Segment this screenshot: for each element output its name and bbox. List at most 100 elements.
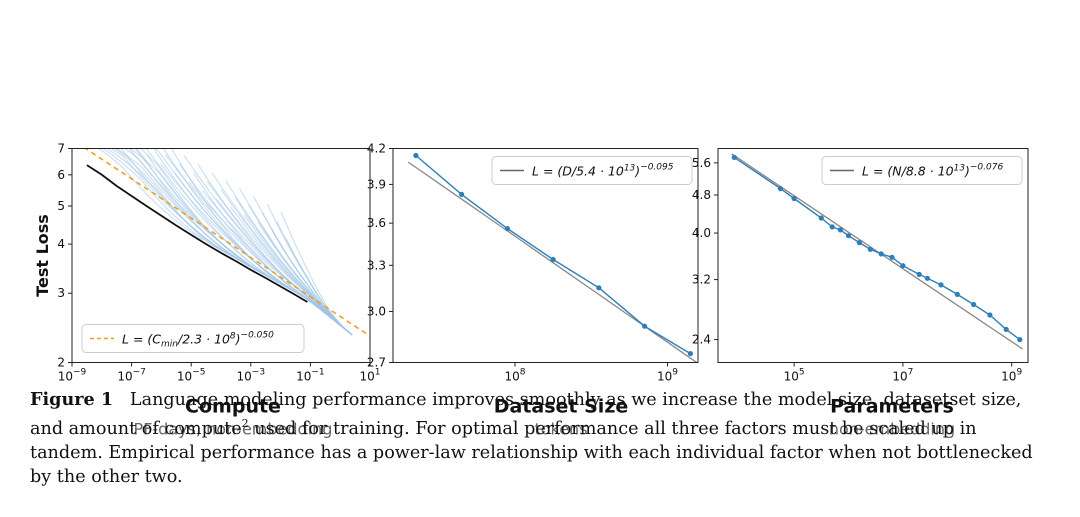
training-run-curve: [271, 230, 353, 336]
plot-area: [407, 152, 698, 363]
data-point: [550, 256, 556, 263]
data-point: [938, 282, 944, 288]
data-point: [1017, 337, 1023, 343]
legend: L = (D/5.4 · 1013)−0.095: [491, 156, 693, 185]
data-point: [731, 154, 737, 160]
data-point: [837, 227, 844, 233]
legend: L = (Cmin/2.3 · 108)−0.050: [81, 324, 305, 353]
training-run-curve: [101, 148, 219, 250]
legend-label: L = (D/5.4 · 1013)−0.095: [532, 163, 674, 179]
x-tick-label: 10−1: [296, 368, 325, 384]
parameters-panel: 2.4 3.2 4.0 4.8 5.6 105 107 109 Parameters non-em…: [692, 148, 1029, 439]
plot-area: [731, 153, 1023, 350]
data-point: [829, 224, 835, 230]
x-axis-subtitle: PF-days, non-embedding: [134, 420, 333, 439]
legend-box: [491, 156, 693, 185]
y-tick-label: 5.6: [692, 156, 711, 170]
y-tick-label: 4: [57, 237, 65, 251]
y-tick-label: 2: [57, 356, 65, 370]
data-point: [504, 226, 510, 232]
data-point: [1003, 326, 1009, 332]
data-point: [845, 233, 852, 239]
data-point: [916, 271, 922, 277]
data-point: [878, 251, 884, 257]
data-point: [971, 301, 977, 308]
data-point: [791, 195, 797, 202]
plot-frame: [392, 148, 699, 363]
data-series-line: [415, 154, 691, 355]
training-run-curve: [146, 154, 273, 280]
training-run-curve: [262, 212, 353, 336]
data-point: [413, 152, 419, 159]
legend-box: [821, 156, 1023, 185]
plot-area: [84, 148, 370, 337]
y-tick-label: 6: [57, 168, 65, 182]
y-tick-label: 3: [57, 286, 65, 300]
compute-panel: 2 3 4 5 6 7 10−9 10−7 10−5 10−3 10−1 101 Compute PF-d…: [33, 142, 381, 439]
data-point: [687, 351, 694, 357]
training-run-curve: [266, 203, 353, 336]
data-point: [987, 312, 993, 318]
data-point: [777, 186, 784, 192]
y-tick-label: 4.0: [692, 226, 711, 240]
x-tick-label: 10−3: [237, 368, 266, 384]
x-axis-title: Compute: [185, 396, 281, 418]
data-point: [818, 215, 824, 221]
power-law-fit-line: [407, 161, 698, 363]
y-tick-label: 3.6: [367, 216, 386, 230]
y-tick-label: 3.9: [367, 177, 386, 191]
x-axis-subtitle: tokens: [534, 420, 587, 439]
compute-efficient-frontier: [86, 164, 308, 303]
plot-frame: [717, 148, 1029, 363]
legend-label: L = (N/8.8 · 1013)−0.076: [862, 163, 1003, 179]
x-tick-label: 10−5: [177, 368, 206, 384]
power-law-fit-line: [84, 148, 370, 337]
training-run-curve: [253, 196, 353, 336]
caption-text-2: used for training. For optimal performan…: [30, 418, 1033, 487]
data-point: [867, 246, 873, 252]
caption-footnote: 2: [241, 417, 249, 430]
x-axis-title: Parameters: [830, 396, 954, 418]
y-tick-label: 4.2: [367, 142, 386, 156]
data-point: [596, 285, 602, 291]
y-tick-label: 7: [57, 142, 65, 156]
x-tick-label: 108: [504, 368, 525, 384]
training-run-curve: [276, 220, 353, 336]
training-run-curve: [174, 172, 311, 303]
training-run-curve: [119, 148, 242, 263]
x-tick-label: 107: [892, 368, 913, 384]
x-axis-subtitle: non-embedding: [829, 420, 955, 439]
y-tick-label: 2.7: [367, 356, 386, 370]
legend: L = (N/8.8 · 1013)−0.076: [821, 156, 1023, 185]
y-tick-label: 3.0: [367, 304, 386, 318]
x-tick-label: 10−7: [117, 368, 146, 384]
y-tick-label: 3.3: [367, 258, 386, 272]
data-point: [954, 291, 960, 297]
training-run-curve: [152, 148, 288, 289]
legend-box: [81, 324, 305, 353]
data-point: [900, 263, 906, 269]
y-tick-label: 3.2: [692, 273, 711, 287]
legend-label: L = (Cmin/2.3 · 108)−0.050: [122, 331, 274, 350]
caption-text: Language modeling performance improves s…: [30, 390, 1022, 439]
caption-label: Figure 1: [30, 389, 114, 410]
y-tick-label: 5: [57, 199, 65, 213]
y-tick-label: 2.4: [692, 333, 711, 347]
x-tick-label: 105: [784, 368, 805, 384]
training-runs: [97, 148, 353, 336]
figure-caption: Figure 1 Language modeling performance i…: [30, 388, 1040, 489]
data-point: [459, 191, 465, 197]
y-axis-title: Test Loss: [33, 214, 52, 297]
training-run-curve: [192, 172, 319, 309]
x-tick-label: 10−9: [58, 368, 87, 384]
x-tick-label: 109: [1001, 368, 1022, 384]
data-point: [924, 275, 931, 281]
dataset-panel: 2.7 3.0 3.3 3.6 3.9 4.2 108 109 Dataset Size toke…: [367, 142, 699, 439]
training-run-curve: [134, 148, 250, 267]
x-axis-title: Dataset Size: [494, 396, 629, 418]
y-tick-label: 4.8: [692, 188, 711, 202]
data-point: [889, 254, 895, 260]
training-run-curve: [216, 198, 343, 328]
data-point: [856, 240, 863, 246]
